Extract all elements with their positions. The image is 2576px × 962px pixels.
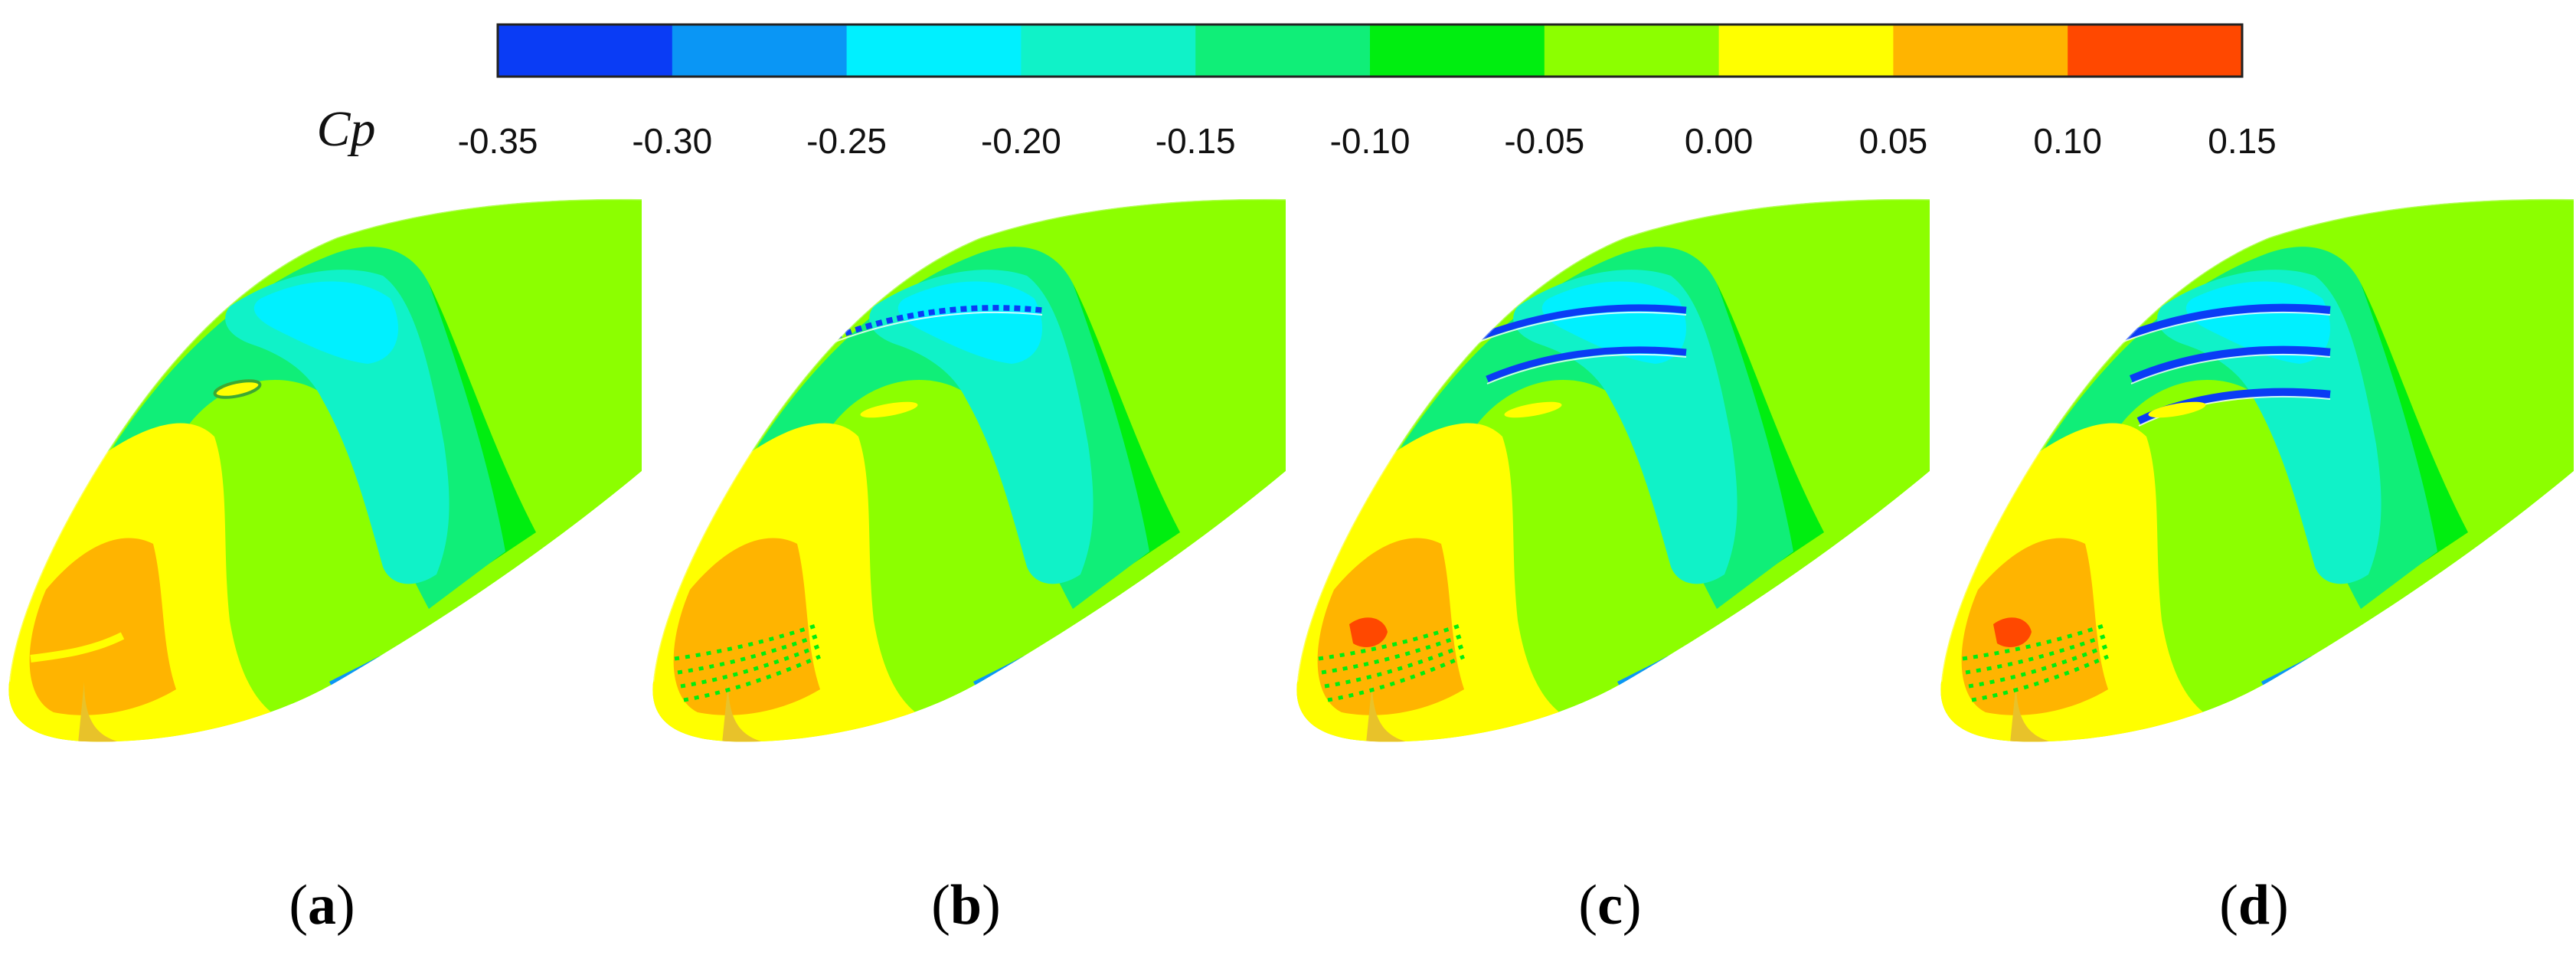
colorbar-swatch: [2068, 25, 2243, 77]
contour-suction-zone: [1513, 270, 1737, 584]
inlet-ring: [213, 379, 262, 399]
inlet-ring: [1504, 401, 1562, 418]
caption-open-paren: (: [2219, 874, 2238, 937]
panel-c: (c): [1288, 191, 1932, 962]
surface-highlight: [1296, 198, 1930, 682]
panel-caption-b: (b): [644, 873, 1288, 938]
contour-stagnation-core: [673, 538, 820, 715]
slot-highlight: [2138, 395, 2331, 427]
colorbar-tick-label: -0.15: [1156, 121, 1236, 161]
contour-peak-suction: [253, 281, 398, 364]
surface-highlight: [652, 198, 1286, 682]
caption-letter: c: [1597, 874, 1623, 937]
slot-line: [2122, 303, 2331, 341]
nose-hole-row: [1962, 622, 2109, 661]
caption-open-paren: (: [289, 874, 308, 937]
slot-highlight: [835, 311, 1043, 342]
caption-open-paren: (: [1578, 874, 1598, 937]
colorbar-swatch: [1718, 25, 1894, 77]
slot-line: [1478, 304, 1687, 341]
contour-stagnation-core: [29, 538, 176, 715]
colorbar-swatch: [846, 25, 1022, 77]
pressure-contours: [8, 198, 642, 742]
slot-highlight: [2123, 311, 2331, 342]
contour-peak-suction: [2185, 281, 2330, 364]
colorbar-tick-label: -0.25: [806, 121, 887, 161]
panel-a: (a): [0, 191, 644, 962]
caption-letter: a: [308, 874, 336, 937]
colorbar-swatch: [1021, 25, 1196, 77]
panel-caption-d: (d): [1932, 873, 2576, 938]
colorbar-swatch: [1370, 25, 1545, 77]
colorbar-tick-label: -0.20: [981, 121, 1061, 161]
slot-line: [1486, 346, 1687, 383]
colorbar-tick-label: 0.00: [1685, 121, 1754, 161]
colorbar-swatch: [498, 25, 673, 77]
nose-hole-row: [674, 622, 821, 661]
panel-caption-c: (c): [1288, 873, 1932, 938]
caption-close-paren: ): [1622, 874, 1642, 937]
contour-suction-zone: [869, 270, 1093, 584]
pressure-contours: [652, 198, 1286, 742]
colorbar-swatch: [1893, 25, 2068, 77]
colorbar-swatch: [672, 25, 848, 77]
caption-close-paren: ): [2270, 874, 2289, 937]
colorbar-swatch: [1195, 25, 1371, 77]
colorbar-tick-label: -0.05: [1504, 121, 1584, 161]
colorbar-tick-label: 0.05: [1859, 121, 1928, 161]
lower-contour-streak: [30, 632, 125, 663]
colorbar-tick-label: 0.10: [2033, 121, 2102, 161]
panel-d: (d): [1932, 191, 2576, 962]
colorbar-swatches: [498, 25, 2243, 77]
nose-contour-b: [652, 198, 1286, 742]
colorbar-tick-label: -0.30: [632, 121, 712, 161]
caption-close-paren: ): [982, 874, 1001, 937]
nose-hole-row: [1965, 633, 2109, 675]
surface-highlight: [1940, 198, 2574, 682]
cp-label: Cp: [316, 101, 375, 157]
nose-contour-a: [8, 198, 642, 742]
slot-highlight: [2130, 353, 2331, 384]
slot-line: [834, 305, 1043, 340]
caption-letter: b: [950, 874, 982, 937]
panel-caption-a: (a): [0, 873, 644, 938]
colorbar-tick-label: -0.10: [1330, 121, 1411, 161]
inlet-ring: [2148, 401, 2206, 418]
contour-stagnation-core: [1317, 538, 1464, 715]
pressure-contours: [1940, 198, 2574, 742]
nose-hole-row: [1318, 622, 1465, 661]
contour-peak-pressure: [1993, 617, 2032, 647]
contour-suction-zone: [225, 270, 449, 584]
inlet-ring: [860, 401, 918, 418]
slot-line: [2129, 345, 2331, 383]
colorbar-swatch: [1544, 25, 1720, 77]
colorbar-tick-labels: -0.35 -0.30 -0.25 -0.20 -0.15 -0.10 -0.05 0.00 0…: [458, 121, 2277, 161]
nose-contour-c: [1296, 198, 1930, 742]
contour-peak-suction: [897, 281, 1042, 364]
caption-letter: d: [2238, 874, 2270, 937]
slot-highlight: [1486, 353, 1687, 384]
surface-highlight: [8, 198, 642, 682]
caption-close-paren: ): [336, 874, 355, 937]
colorbar-frame: [496, 23, 2244, 78]
panel-b: (b): [644, 191, 1288, 962]
nose-hole-row: [1321, 633, 1465, 675]
cp-colorbar-legend: Cp -0.35 -0.30 -0.25 -0.20 -0.15 -0.10 -0.05 0.…: [316, 23, 2277, 161]
nose-hole-row: [677, 633, 821, 675]
contour-peak-suction: [1541, 281, 1686, 364]
caption-open-paren: (: [931, 874, 950, 937]
contour-peak-pressure: [1349, 617, 1388, 647]
colorbar-tick-label: 0.15: [2208, 121, 2277, 161]
colorbar-tick-label: -0.35: [458, 121, 538, 161]
pressure-contours: [1296, 198, 1930, 742]
nose-contour-d: [1940, 198, 2574, 742]
contour-stagnation-core: [1961, 538, 2108, 715]
slot-highlight: [1479, 311, 1687, 342]
